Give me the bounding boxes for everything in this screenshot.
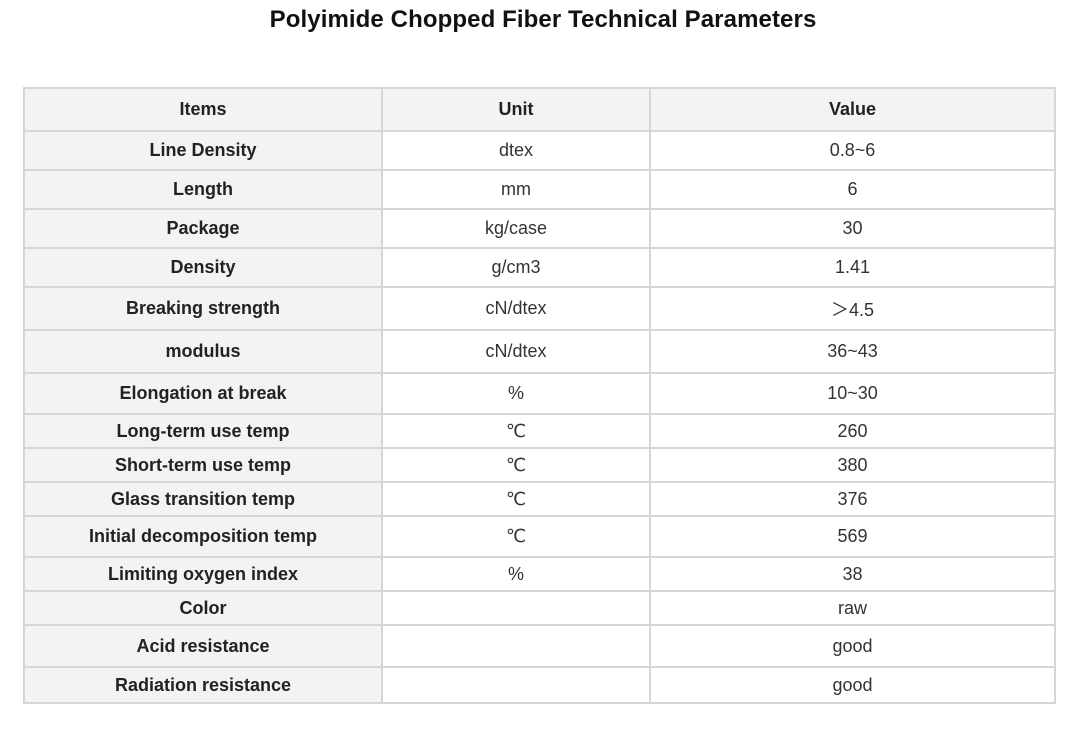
unit-cell bbox=[381, 666, 651, 704]
header-unit: Unit bbox=[381, 87, 651, 132]
unit-cell bbox=[381, 590, 651, 626]
unit-cell: ℃ bbox=[381, 481, 651, 517]
table-row: Initial decomposition temp ℃ 569 bbox=[23, 515, 1056, 558]
parameters-table: Items Unit Value Line Density dtex 0.8~6… bbox=[23, 87, 1056, 704]
unit-cell: kg/case bbox=[381, 208, 651, 249]
unit-cell: ℃ bbox=[381, 515, 651, 558]
table-row: Elongation at break % 10~30 bbox=[23, 372, 1056, 415]
page-title: Polyimide Chopped Fiber Technical Parame… bbox=[269, 6, 817, 33]
item-cell: Elongation at break bbox=[23, 372, 383, 415]
unit-cell: g/cm3 bbox=[381, 247, 651, 288]
item-cell: Color bbox=[23, 590, 383, 626]
item-cell: Glass transition temp bbox=[23, 481, 383, 517]
table-row: modulus cN/dtex 36~43 bbox=[23, 329, 1056, 374]
item-cell: Limiting oxygen index bbox=[23, 556, 383, 592]
table-row: Glass transition temp ℃ 376 bbox=[23, 481, 1056, 517]
unit-cell: % bbox=[381, 372, 651, 415]
unit-cell: dtex bbox=[381, 130, 651, 171]
table-row: Short-term use temp ℃ 380 bbox=[23, 447, 1056, 483]
table-row: Line Density dtex 0.8~6 bbox=[23, 130, 1056, 171]
item-cell: Breaking strength bbox=[23, 286, 383, 331]
unit-cell: ℃ bbox=[381, 413, 651, 449]
table-row: Length mm 6 bbox=[23, 169, 1056, 210]
item-cell: Package bbox=[23, 208, 383, 249]
item-cell: Long-term use temp bbox=[23, 413, 383, 449]
unit-cell: % bbox=[381, 556, 651, 592]
item-cell: Radiation resistance bbox=[23, 666, 383, 704]
value-cell: good bbox=[649, 624, 1056, 668]
header-items: Items bbox=[23, 87, 383, 132]
item-cell: Acid resistance bbox=[23, 624, 383, 668]
value-cell: 1.41 bbox=[649, 247, 1056, 288]
value-cell: ＞4.5 bbox=[649, 286, 1056, 331]
unit-cell: ℃ bbox=[381, 447, 651, 483]
table-row: Package kg/case 30 bbox=[23, 208, 1056, 249]
item-cell: Density bbox=[23, 247, 383, 288]
value-cell: 6 bbox=[649, 169, 1056, 210]
item-cell: modulus bbox=[23, 329, 383, 374]
unit-cell: mm bbox=[381, 169, 651, 210]
item-cell: Initial decomposition temp bbox=[23, 515, 383, 558]
value-cell: raw bbox=[649, 590, 1056, 626]
item-cell: Length bbox=[23, 169, 383, 210]
value-cell: 380 bbox=[649, 447, 1056, 483]
value-cell: 569 bbox=[649, 515, 1056, 558]
table-row: Breaking strength cN/dtex ＞4.5 bbox=[23, 286, 1056, 331]
value-cell: 10~30 bbox=[649, 372, 1056, 415]
item-cell: Line Density bbox=[23, 130, 383, 171]
item-cell: Short-term use temp bbox=[23, 447, 383, 483]
header-value: Value bbox=[649, 87, 1056, 132]
table-header-row: Items Unit Value bbox=[23, 87, 1056, 132]
value-cell: 36~43 bbox=[649, 329, 1056, 374]
unit-cell: cN/dtex bbox=[381, 286, 651, 331]
value-cell: 376 bbox=[649, 481, 1056, 517]
value-cell: 38 bbox=[649, 556, 1056, 592]
value-cell: 0.8~6 bbox=[649, 130, 1056, 171]
value-cell: 260 bbox=[649, 413, 1056, 449]
table-row: Density g/cm3 1.41 bbox=[23, 247, 1056, 288]
table-row: Radiation resistance good bbox=[23, 666, 1056, 704]
table-row: Long-term use temp ℃ 260 bbox=[23, 413, 1056, 449]
value-cell: 30 bbox=[649, 208, 1056, 249]
table-row: Limiting oxygen index % 38 bbox=[23, 556, 1056, 592]
table-row: Acid resistance good bbox=[23, 624, 1056, 668]
value-cell: good bbox=[649, 666, 1056, 704]
unit-cell bbox=[381, 624, 651, 668]
unit-cell: cN/dtex bbox=[381, 329, 651, 374]
table-row: Color raw bbox=[23, 590, 1056, 626]
